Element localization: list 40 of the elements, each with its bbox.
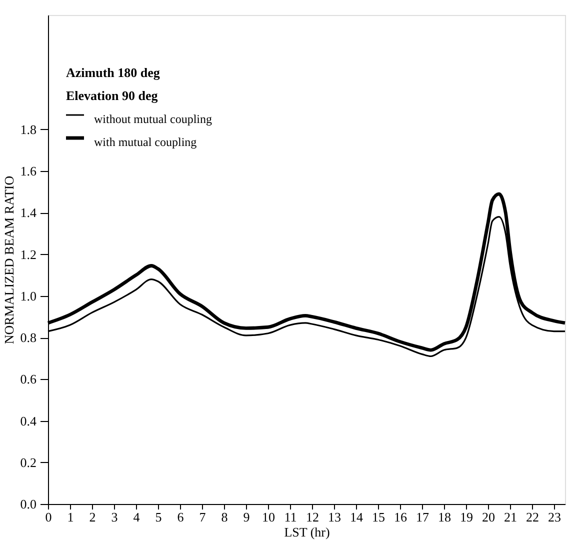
x-tick-label: 0 — [45, 510, 52, 524]
legend-label: with mutual coupling — [94, 135, 197, 149]
y-tick-label: 1.4 — [20, 205, 37, 220]
y-tick-label: 1.0 — [20, 288, 36, 304]
y-axis-title: NORMALIZED BEAM RATIO — [1, 176, 16, 344]
annotation: Elevation 90 deg — [66, 88, 158, 103]
x-axis-title: LST (hr) — [284, 524, 330, 540]
x-tick-label: 13 — [328, 510, 341, 524]
x-tick-label: 4 — [133, 510, 140, 524]
x-tick-label: 7 — [199, 510, 206, 524]
x-tick-label: 17 — [416, 510, 430, 524]
x-tick-label: 19 — [460, 510, 473, 524]
x-tick-label: 14 — [350, 510, 364, 524]
x-tick-label: 21 — [504, 510, 517, 524]
x-tick-label: 10 — [262, 510, 275, 524]
x-tick-label: 2 — [89, 510, 96, 524]
y-tick-label: 0.6 — [20, 372, 37, 387]
y-tick-label: 1.8 — [20, 122, 36, 137]
x-tick-label: 20 — [482, 510, 495, 524]
x-tick-label: 1 — [67, 510, 74, 524]
x-tick-label: 15 — [372, 510, 385, 524]
y-tick-label: 0.2 — [20, 454, 36, 470]
x-tick-label: 23 — [548, 510, 561, 524]
x-tick-label: 3 — [111, 510, 118, 524]
x-tick-label: 11 — [284, 510, 297, 524]
x-tick-label: 6 — [177, 510, 184, 524]
x-tick-label: 9 — [243, 510, 250, 524]
x-tick-label: 5 — [155, 510, 162, 524]
y-tick-label: 1.6 — [20, 164, 37, 179]
x-tick-label: 22 — [526, 510, 539, 524]
x-tick-label: 18 — [438, 510, 451, 524]
x-tick-label: 8 — [221, 510, 228, 524]
legend-label: without mutual coupling — [94, 112, 212, 126]
x-tick-label: 12 — [306, 510, 319, 524]
x-tick-label: 16 — [394, 510, 408, 524]
y-tick-label: 1.2 — [20, 246, 36, 262]
annotation: Azimuth 180 deg — [66, 65, 160, 80]
y-tick-label: 0.8 — [20, 330, 36, 346]
y-tick-label: 0.0 — [20, 496, 36, 512]
y-tick-label: 0.4 — [20, 413, 37, 428]
